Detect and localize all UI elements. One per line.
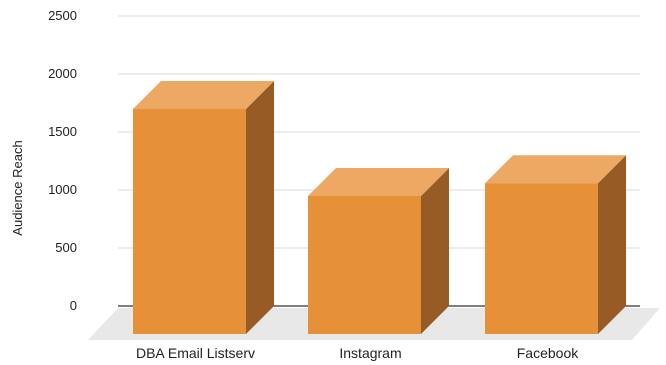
y-tick-label: 1000	[48, 182, 77, 197]
bar-side	[421, 167, 449, 334]
y-axis-title: Audience Reach	[10, 140, 25, 235]
bar-front	[308, 195, 421, 334]
bar-top	[308, 167, 449, 196]
y-tick-label: 2000	[48, 66, 77, 81]
y-tick-label: 2500	[48, 8, 77, 23]
x-tick-label: DBA Email Listserv	[136, 345, 255, 361]
bar-side	[246, 80, 274, 335]
bar	[308, 167, 449, 334]
x-tick-label: Instagram	[339, 345, 401, 361]
bar-top	[133, 80, 274, 109]
y-tick-label: 500	[55, 240, 77, 255]
bar-front	[485, 183, 598, 334]
bar-side	[598, 155, 626, 334]
y-axis-ticks: 0 500 1000 1500 2000 2500	[48, 8, 77, 313]
x-tick-label: Facebook	[517, 345, 579, 361]
bar	[133, 80, 274, 335]
bars	[133, 80, 626, 335]
y-tick-label: 1500	[48, 124, 77, 139]
y-tick-label: 0	[70, 298, 77, 313]
x-axis-ticks: DBA Email Listserv Instagram Facebook	[136, 345, 579, 361]
bar	[485, 155, 626, 334]
bar-front	[133, 108, 246, 335]
bar-top	[485, 155, 626, 184]
